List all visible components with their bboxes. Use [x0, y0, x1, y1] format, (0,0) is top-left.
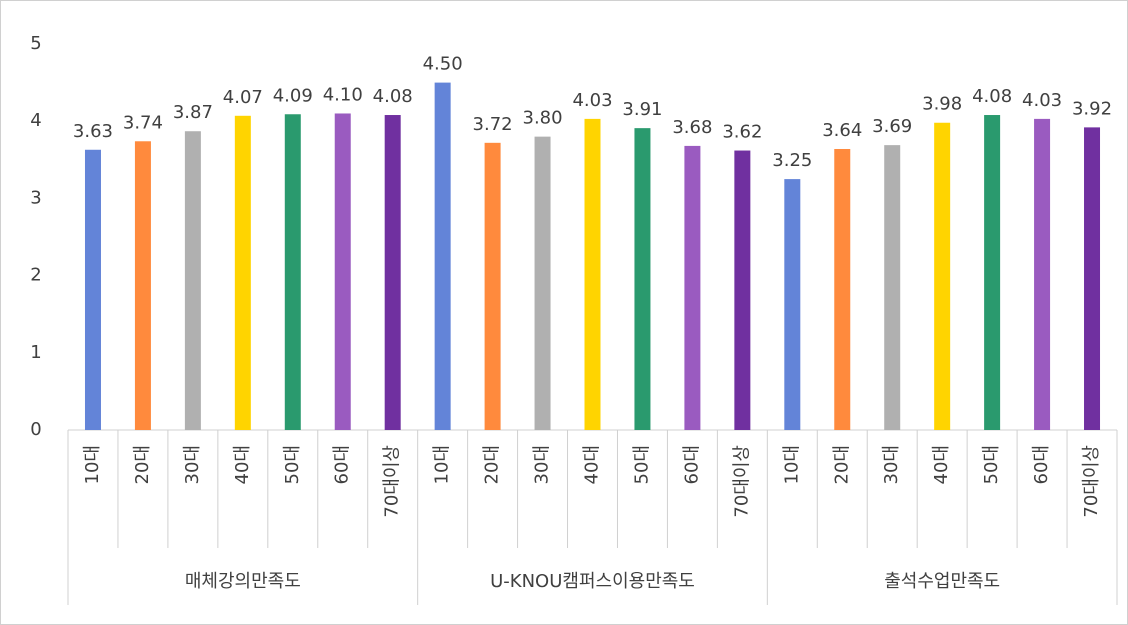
data-label: 3.64: [822, 120, 862, 141]
x-tick-label: 30대: [532, 445, 553, 484]
bar: [234, 115, 251, 431]
data-label: 3.80: [523, 108, 563, 129]
data-label: 4.08: [373, 86, 413, 107]
data-label: 3.72: [473, 114, 513, 135]
data-label: 3.74: [123, 112, 163, 133]
data-label: 4.50: [423, 54, 463, 75]
group-label: U-KNOU캠퍼스이용만족도: [490, 571, 695, 592]
y-tick-label: 1: [30, 342, 41, 363]
data-label: 3.87: [173, 102, 213, 123]
bar: [984, 115, 1001, 431]
y-tick-label: 0: [30, 419, 41, 440]
x-tick-label: 30대: [182, 445, 203, 484]
x-tick-label: 20대: [482, 445, 503, 484]
data-label: 3.91: [622, 99, 662, 120]
x-tick-label: 40대: [232, 445, 253, 484]
x-tick-label: 10대: [432, 445, 453, 484]
data-label: 4.10: [323, 84, 363, 105]
data-label: 4.03: [572, 90, 612, 111]
x-tick-label: 40대: [931, 445, 952, 484]
bar: [1034, 118, 1051, 430]
bar: [834, 148, 851, 430]
bar: [634, 128, 651, 430]
bar: [1084, 127, 1101, 430]
bar: [784, 179, 801, 430]
data-label: 3.98: [922, 94, 962, 115]
bar: [334, 113, 351, 430]
x-tick-label: 10대: [781, 445, 802, 484]
data-label: 3.63: [73, 121, 113, 142]
x-tick-label: 20대: [831, 445, 852, 484]
group-label: 출석수업만족도: [884, 571, 1000, 592]
data-label: 4.03: [1022, 90, 1062, 111]
bar: [434, 82, 451, 430]
data-label: 4.09: [273, 85, 313, 106]
bar: [284, 114, 301, 430]
data-label: 3.62: [722, 122, 762, 143]
x-tick-label: 20대: [132, 445, 153, 484]
y-tick-label: 4: [30, 110, 41, 131]
x-tick-label: 40대: [582, 445, 603, 484]
data-label: 4.08: [972, 86, 1012, 107]
x-tick-label: 60대: [1031, 445, 1052, 484]
bar: [184, 131, 201, 430]
x-tick-label: 60대: [332, 445, 353, 484]
x-tick-label: 60대: [681, 445, 702, 484]
x-tick-label: 10대: [82, 445, 103, 484]
bar: [684, 145, 701, 431]
bar: [534, 136, 551, 430]
y-tick-label: 5: [30, 33, 41, 54]
bar: [734, 150, 751, 430]
x-tick-label: 70대이상: [1081, 445, 1102, 518]
data-label: 3.25: [772, 150, 812, 171]
group-label: 매체강의만족도: [185, 571, 301, 592]
bar: [934, 122, 951, 430]
x-tick-label: 50대: [631, 445, 652, 484]
bar: [484, 142, 501, 431]
data-label: 3.68: [672, 117, 712, 138]
data-label: 3.92: [1072, 98, 1112, 119]
bar: [134, 141, 151, 430]
bar: [584, 118, 601, 430]
bar: [884, 145, 901, 430]
x-tick-label: 50대: [282, 445, 303, 484]
x-tick-label: 30대: [881, 445, 902, 484]
bar: [384, 115, 401, 431]
data-label: 4.07: [223, 87, 263, 108]
bar: [84, 149, 101, 430]
x-tick-label: 70대이상: [731, 445, 752, 518]
y-tick-label: 3: [30, 187, 41, 208]
data-label: 3.69: [872, 116, 912, 137]
x-tick-label: 50대: [981, 445, 1002, 484]
y-tick-label: 2: [30, 265, 41, 286]
x-tick-label: 70대이상: [382, 445, 403, 518]
